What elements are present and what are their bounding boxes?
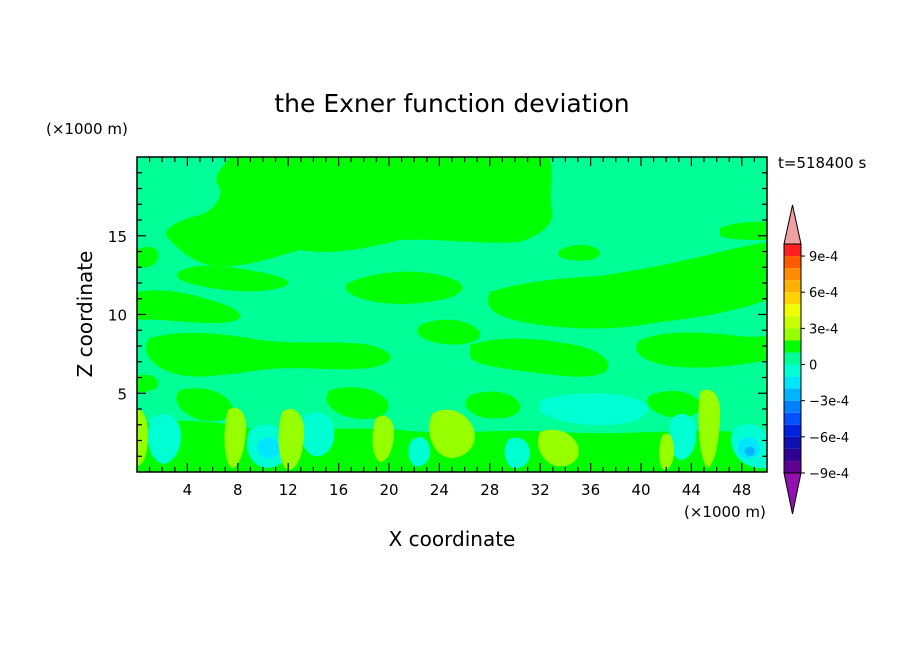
y-tick-label: 15: [108, 228, 127, 246]
colorbar-band: [784, 328, 801, 341]
contour-patch: [137, 290, 241, 324]
x-axis: 4 8 12 16 20 24 28 32 36 40 44 48: [149, 157, 756, 499]
x-tick-label: 8: [233, 481, 243, 499]
contour-patch: [165, 157, 553, 267]
colorbar-label: −6e-4: [809, 431, 849, 446]
contour-patch: [487, 242, 767, 329]
colorbar-label: −9e-4: [809, 467, 849, 482]
time-label: t=518400 s: [778, 154, 866, 172]
x-tick-label: 44: [682, 481, 701, 499]
contour-patch: [177, 265, 289, 292]
contour-patch: [698, 389, 720, 468]
x-tick-label: 12: [279, 481, 298, 499]
x-tick-label: 40: [631, 481, 650, 499]
contour-patch: [470, 338, 609, 377]
contour-patch: [558, 244, 600, 261]
contour-patch: [429, 409, 475, 458]
contour-patch: [537, 429, 579, 467]
colorbar-band: [784, 376, 801, 389]
x-tick-label: 36: [581, 481, 600, 499]
x-tick-label: 20: [379, 481, 398, 499]
contour-patch: [659, 433, 674, 470]
colorbar-band: [784, 424, 801, 437]
y-axis: 5 10 15: [108, 172, 767, 457]
chart-title: the Exner function deviation: [274, 89, 629, 118]
colorbar-top-arrow: [783, 204, 802, 245]
colorbar-label: 0: [809, 359, 817, 374]
y-tick-label: 10: [108, 307, 127, 325]
contour-patch: [146, 332, 391, 377]
colorbar-band: [784, 304, 801, 317]
colorbar-band: [784, 292, 801, 305]
contour-patch: [326, 387, 389, 420]
contour-patch: [224, 407, 246, 468]
colorbar-band: [784, 280, 801, 293]
contour-patch: [278, 408, 304, 470]
colorbar-band: [784, 448, 801, 461]
y-tick-label: 5: [117, 385, 127, 403]
contour-patch: [147, 413, 182, 464]
contour-patch: [636, 332, 767, 368]
colorbar-band: [784, 268, 801, 281]
colorbar-bottom-arrow: [783, 472, 802, 515]
contour-patch: [647, 390, 701, 418]
contour-patch: [720, 221, 767, 240]
colorbar-band: [784, 400, 801, 413]
colorbar-label: −3e-4: [809, 395, 849, 410]
contour-patch: [744, 446, 755, 456]
colorbar-band: [784, 460, 801, 473]
contour-patch: [372, 415, 394, 462]
colorbar-band: [784, 364, 801, 377]
contour-patch: [300, 412, 335, 457]
contour-patch: [465, 391, 521, 419]
x-tick-label: 48: [732, 481, 751, 499]
contour-patch: [257, 437, 280, 459]
x-tick-label: 4: [183, 481, 193, 499]
x-tick-label: 28: [480, 481, 499, 499]
contour-patch: [540, 393, 648, 426]
colorbar-band: [784, 436, 801, 449]
x-axis-label: X coordinate: [389, 527, 516, 551]
colorbar: 9e-4 6e-4 3e-4 0 −3e-4 −6e-4 −9e-4: [783, 204, 849, 515]
contour-field: [137, 157, 767, 472]
colorbar-band: [784, 340, 801, 353]
colorbar-band: [784, 316, 801, 329]
contour-patch: [417, 319, 481, 345]
y-axis-label: Z coordinate: [73, 251, 97, 378]
x-tick-label: 16: [329, 481, 348, 499]
contour-patch: [408, 437, 430, 467]
contour-patch: [669, 414, 697, 460]
contour-patch: [137, 409, 148, 466]
y-unit-label: (×1000 m): [46, 120, 128, 138]
colorbar-band: [784, 256, 801, 269]
contour-patch: [345, 271, 463, 304]
colorbar-band: [784, 412, 801, 425]
contour-patch: [504, 437, 530, 469]
contour-patch: [137, 374, 159, 392]
colorbar-band: [784, 352, 801, 365]
x-tick-label: 32: [531, 481, 550, 499]
colorbar-label: 6e-4: [809, 286, 838, 301]
colorbar-label: 9e-4: [809, 250, 838, 265]
x-tick-label: 24: [430, 481, 449, 499]
colorbar-label: 3e-4: [809, 322, 838, 337]
contour-patch: [176, 388, 233, 422]
colorbar-band: [784, 244, 801, 257]
colorbar-band: [784, 388, 801, 401]
x-unit-label: (×1000 m): [684, 503, 766, 521]
contour-patch: [137, 246, 159, 268]
